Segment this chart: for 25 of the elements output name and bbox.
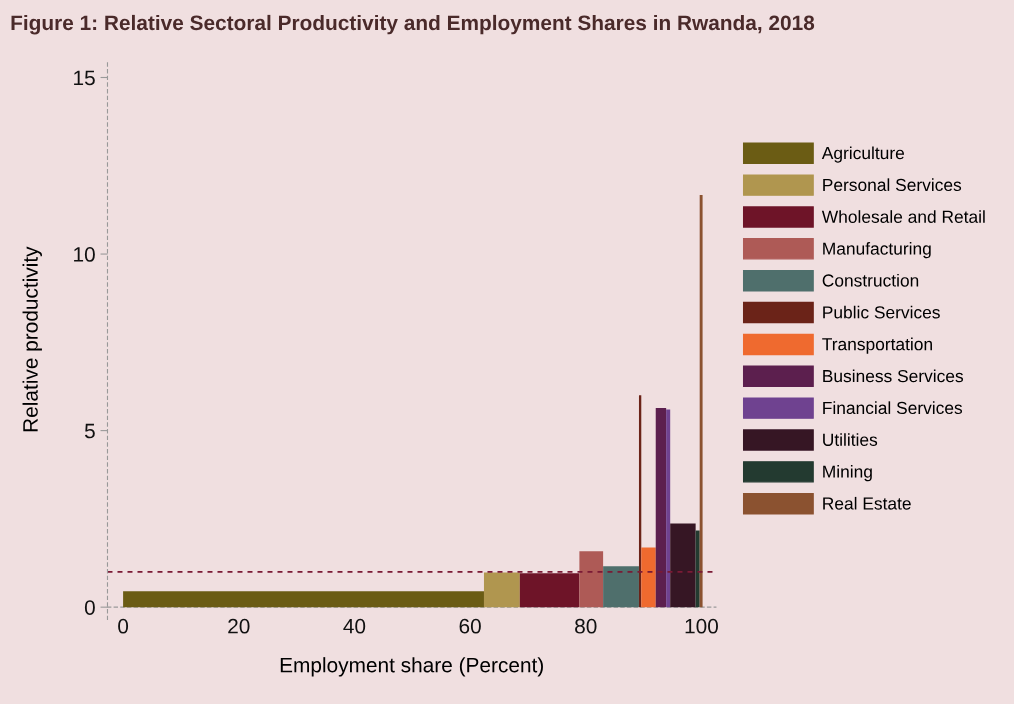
legend-label: Mining <box>823 465 872 482</box>
y-tick-label: 10 <box>74 247 95 262</box>
legend-label: Financial Services <box>823 401 963 415</box>
y-axis-title: Relative productivity <box>22 246 42 432</box>
x-tick-label: 20 <box>228 618 250 634</box>
legend-label: Manufacturing <box>823 242 931 259</box>
legend-label: Transportation <box>822 337 932 354</box>
x-tick-label: 80 <box>575 618 597 634</box>
legend-label: Public Services <box>823 305 940 319</box>
chart-title: Figure 1: Relative Sectoral Productivity and Employment Shares in Rwanda, 2018 <box>11 14 815 35</box>
x-tick-label: 0 <box>118 618 129 634</box>
x-axis-title: Employment share (Percent) <box>280 657 543 677</box>
legend-label: Utilities <box>823 433 878 446</box>
legend-label: Wholesale and Retail <box>821 210 985 223</box>
legend-label: Agriculture <box>821 146 905 163</box>
y-tick-label: 0 <box>84 600 95 615</box>
x-tick-label: 40 <box>343 618 366 634</box>
x-tick-label: 60 <box>459 618 481 634</box>
legend-label: Business Services <box>823 369 964 383</box>
legend-label: Real Estate <box>823 496 911 510</box>
x-tick-label: 100 <box>685 618 718 634</box>
y-tick-label: 15 <box>74 70 95 86</box>
legend-label: Personal Services <box>823 178 962 192</box>
y-tick-label: 5 <box>84 423 95 439</box>
legend-label: Construction <box>822 273 919 287</box>
